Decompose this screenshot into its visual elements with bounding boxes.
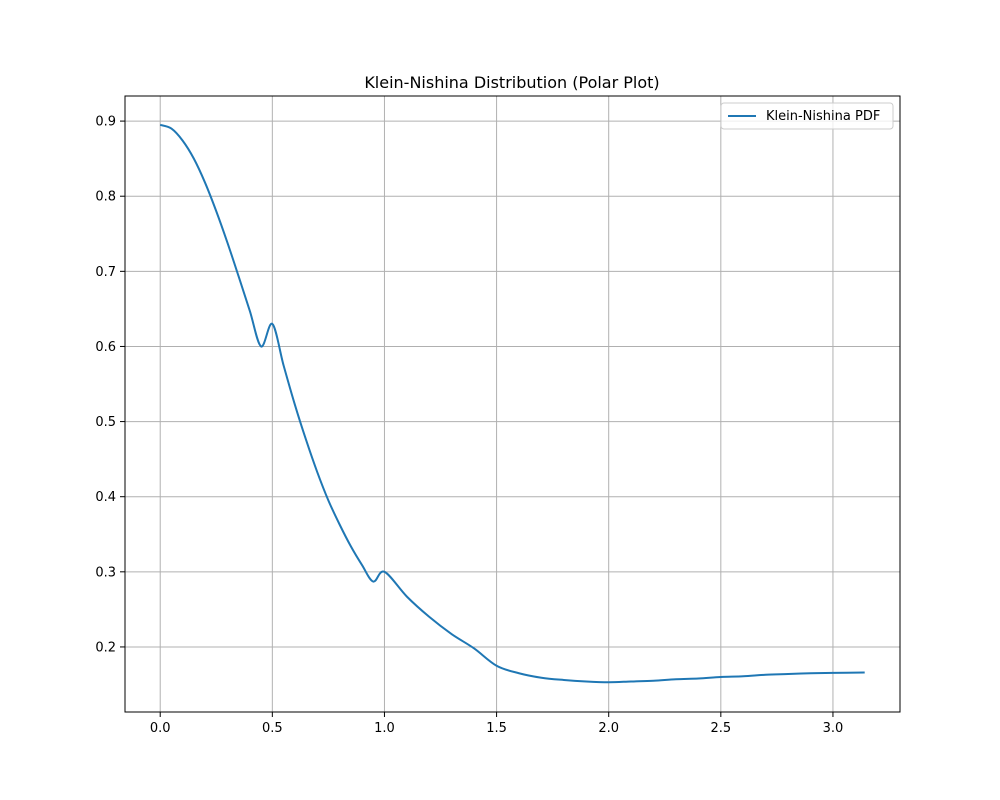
ticks: 0.0 0.5 1.0 1.5 2.0 2.5 3.0 0.2 0.3 0.4 0.5 0.6 0.7 0…: [95, 115, 843, 736]
legend: Klein-Nishina PDF: [720, 102, 894, 130]
axes-frame: [124, 95, 901, 713]
y-tick-label: 0.5: [95, 415, 116, 430]
y-tick-label: 0.2: [95, 640, 116, 655]
series-layer: [159, 123, 865, 684]
x-tick-label: 2.0: [598, 721, 619, 736]
legend-label: Klein-Nishina PDF: [766, 109, 880, 124]
legend-box: [720, 102, 894, 130]
y-tick-label: 0.9: [95, 115, 116, 130]
x-tick-label: 1.0: [374, 721, 395, 736]
y-tick-label: 0.6: [95, 340, 116, 355]
y-tick-label: 0.8: [95, 190, 116, 205]
x-tick-label: 1.5: [486, 721, 507, 736]
x-tick-label: 0.5: [262, 721, 283, 736]
chart-title: Klein-Nishina Distribution (Polar Plot): [364, 73, 659, 92]
x-tick-label: 2.5: [710, 721, 731, 736]
x-tick-label: 0.0: [150, 721, 171, 736]
y-tick-label: 0.3: [95, 565, 116, 580]
y-tick-label: 0.7: [95, 265, 116, 280]
grid: [125, 96, 900, 712]
x-tick-label: 3.0: [823, 721, 844, 736]
y-tick-label: 0.4: [95, 490, 116, 505]
series-line: [159, 123, 865, 684]
